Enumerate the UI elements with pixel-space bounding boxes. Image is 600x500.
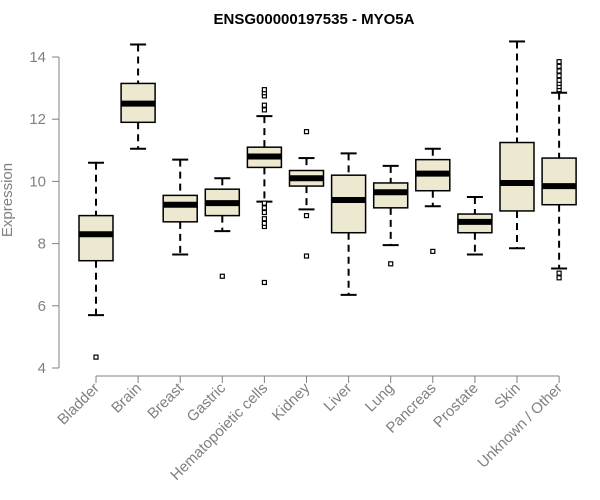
box-4 bbox=[246, 87, 283, 286]
outlier-point bbox=[556, 270, 562, 276]
box-iqr bbox=[330, 174, 367, 234]
box-iqr bbox=[372, 182, 409, 209]
box-iqr bbox=[162, 194, 198, 223]
outlier-point bbox=[556, 73, 562, 79]
outlier-point bbox=[93, 354, 99, 360]
x-tick-label-7: Lung bbox=[362, 380, 398, 416]
outlier-point bbox=[219, 273, 225, 279]
box-6 bbox=[330, 152, 367, 296]
outlier-point bbox=[261, 220, 267, 226]
x-tick-label-2: Breast bbox=[144, 379, 187, 422]
x-tick-label-5: Kidney bbox=[269, 379, 314, 424]
box-7 bbox=[372, 164, 409, 267]
x-tick-label-0: Bladder bbox=[54, 380, 103, 429]
outlier-point bbox=[303, 213, 310, 219]
outlier-point bbox=[556, 63, 562, 69]
outlier-point bbox=[388, 261, 394, 267]
box-iqr bbox=[499, 141, 535, 212]
x-tick-label-6: Liver bbox=[320, 380, 355, 415]
y-tick-label-12: 12 bbox=[29, 111, 46, 128]
outlier-point bbox=[556, 59, 562, 65]
box-2 bbox=[162, 158, 198, 256]
boxes-layer bbox=[78, 40, 577, 360]
outlier-point bbox=[303, 253, 310, 259]
outlier-point bbox=[430, 248, 436, 254]
box-iqr bbox=[541, 157, 577, 206]
y-axis-label: Expression bbox=[0, 163, 16, 237]
y-tick-label-8: 8 bbox=[38, 236, 46, 253]
box-iqr bbox=[78, 214, 114, 262]
box-10 bbox=[499, 40, 535, 250]
y-tick-label-14: 14 bbox=[29, 49, 46, 66]
outlier-point bbox=[303, 129, 310, 135]
box-9 bbox=[457, 195, 493, 256]
y-tick-label-6: 6 bbox=[38, 298, 46, 315]
box-3 bbox=[204, 177, 241, 279]
box-5 bbox=[288, 129, 325, 259]
outlier-point bbox=[556, 275, 562, 281]
box-11 bbox=[541, 59, 577, 281]
y-axis: 4 6 8 10 12 14 bbox=[29, 49, 60, 377]
outlier-point bbox=[261, 279, 267, 286]
box-0 bbox=[78, 161, 114, 360]
y-tick-label-10: 10 bbox=[29, 173, 46, 190]
outlier-point bbox=[556, 68, 562, 74]
outlier-point bbox=[261, 216, 267, 222]
y-tick-label-4: 4 bbox=[38, 360, 46, 377]
outlier-point bbox=[261, 107, 267, 113]
x-tick-label-10: Skin bbox=[491, 380, 524, 413]
outlier-point bbox=[556, 77, 562, 83]
box-8 bbox=[415, 147, 451, 254]
outlier-point bbox=[261, 102, 267, 108]
chart-title: ENSG00000197535 - MYO5A bbox=[214, 11, 415, 28]
box-1 bbox=[120, 43, 156, 150]
x-tick-label-9: Prostate bbox=[430, 380, 482, 432]
outlier-point bbox=[261, 209, 267, 216]
x-tick-label-1: Brain bbox=[108, 380, 145, 417]
outlier-point bbox=[261, 200, 267, 206]
outlier-point bbox=[261, 205, 267, 211]
outlier-point bbox=[261, 87, 267, 93]
